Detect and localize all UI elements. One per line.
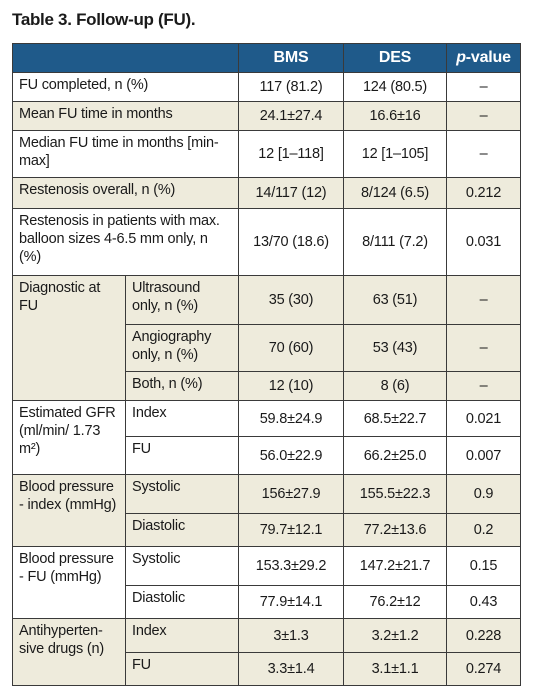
header-cell: p-value	[446, 43, 521, 73]
cell-p: –	[446, 101, 521, 131]
cell-bms: 12 [1–118]	[238, 130, 344, 178]
header-text: p-value	[456, 49, 511, 66]
table-row: Diagnostic at FU Ultrasound only, n (%) 35…	[12, 275, 521, 401]
cell-des: 8 (6)	[343, 371, 447, 401]
table-row: Both, n (%) 12 (10) 8 (6) –	[13, 371, 521, 401]
cell-bms: 35 (30)	[238, 275, 344, 325]
cell-p: –	[446, 130, 521, 178]
header-row: BMS DES p-value	[12, 43, 521, 73]
table-row: Angiography only, n (%) 70 (60) 53 (43) –	[13, 324, 521, 372]
row-sublabel: Systolic	[125, 474, 239, 514]
cell-des: 66.2±25.0	[343, 436, 447, 475]
cell-bms: 117 (81.2)	[238, 72, 344, 102]
table-body: FU completed, n (%) 117 (81.2) 124 (80.5) –…	[12, 72, 521, 686]
row-label: Restenosis in patients with max. balloon…	[12, 208, 239, 276]
cell-p: –	[446, 72, 521, 102]
table-row: Estimated GFR (ml/min/ 1.73 m²) Index 59.8…	[12, 400, 521, 475]
cell-des: 77.2±13.6	[343, 513, 447, 547]
table-row: Restenosis in patients with max. balloon…	[12, 208, 521, 276]
row-label: Estimated GFR (ml/min/ 1.73 m²)	[12, 400, 126, 475]
row-label: Antihyperten-sive drugs (n)	[12, 618, 126, 686]
table-row: Mean FU time in months 24.1±27.4 16.6±16–	[12, 101, 521, 131]
cell-p: 0.15	[446, 546, 521, 586]
table-row: Blood pressure - FU (mmHg) Systolic 153.3±…	[12, 546, 521, 619]
row-sublabel: Index	[125, 400, 239, 437]
cell-des: 8/111 (7.2)	[343, 208, 447, 276]
cell-bms: 70 (60)	[238, 324, 344, 372]
cell-bms: 153.3±29.2	[238, 546, 344, 586]
cell-bms: 13/70 (18.6)	[238, 208, 344, 276]
table-row: FU completed, n (%) 117 (81.2) 124 (80.5) –	[12, 72, 521, 102]
cell-des: 3.2±1.2	[343, 618, 447, 653]
cell-des: 68.5±22.7	[343, 400, 447, 437]
row-sublabel: Both, n (%)	[125, 371, 239, 401]
cell-p: 0.2	[446, 513, 521, 547]
cell-des: 155.5±22.3	[343, 474, 447, 514]
table-row: Antihyperten-sive drugs (n) Index 3±1.3 3.2…	[12, 618, 521, 686]
table-title: Table 3. Follow-up (FU).	[12, 10, 196, 29]
cell-bms: 3±1.3	[238, 618, 344, 653]
table-row: Blood pressure - index (mmHg) Systolic 156…	[12, 474, 521, 547]
cell-p: 0.007	[446, 436, 521, 475]
header-blank	[12, 43, 239, 73]
cell-des: 3.1±1.1	[343, 652, 447, 686]
row-sublabel: Angiography only, n (%)	[125, 324, 239, 372]
cell-bms: 56.0±22.9	[238, 436, 344, 475]
cell-p: 0.212	[446, 177, 521, 209]
cell-p: –	[446, 324, 521, 372]
cell-p: 0.031	[446, 208, 521, 276]
cell-p: 0.021	[446, 400, 521, 437]
cell-bms: 79.7±12.1	[238, 513, 344, 547]
table: BMS DES p-value FU completed, n (%) 117 (…	[12, 43, 521, 686]
row-label: Median FU time in months [min-max]	[12, 130, 239, 178]
row-label: FU completed, n (%)	[12, 72, 239, 102]
row-sublabel: Diastolic	[125, 585, 239, 619]
table-row: FU 3.3±1.4 3.1±1.1 0.274	[13, 652, 521, 686]
row-sublabel: Diastolic	[125, 513, 239, 547]
row-sublabel: FU	[125, 436, 239, 475]
cell-bms: 59.8±24.9	[238, 400, 344, 437]
cell-des: 12 [1–105]	[343, 130, 447, 178]
cell-p: 0.228	[446, 618, 521, 653]
cell-p: –	[446, 275, 521, 325]
cell-des: 16.6±16	[343, 101, 447, 131]
cell-bms: 156±27.9	[238, 474, 344, 514]
cell-des: 124 (80.5)	[343, 72, 447, 102]
cell-des: 8/124 (6.5)	[343, 177, 447, 209]
row-sublabel: FU	[125, 652, 239, 686]
table-row: FU 56.0±22.9 66.2±25.0 0.007	[13, 436, 521, 475]
cell-p: 0.274	[446, 652, 521, 686]
row-label: Blood pressure - FU (mmHg)	[12, 546, 126, 619]
row-sublabel: Ultrasound only, n (%)	[125, 275, 239, 325]
cell-p: 0.43	[446, 585, 521, 619]
cell-bms: 3.3±1.4	[238, 652, 344, 686]
table-row: Restenosis overall, n (%) 14/117 (12) 8/12…	[12, 177, 521, 209]
cell-bms: 14/117 (12)	[238, 177, 344, 209]
cell-p: 0.9	[446, 474, 521, 514]
row-label: Diagnostic at FU	[12, 275, 126, 401]
cell-des: 63 (51)	[343, 275, 447, 325]
cell-p: –	[446, 371, 521, 401]
cell-des: 147.2±21.7	[343, 546, 447, 586]
table-row: Median FU time in months [min-max] 12 [1–…	[12, 130, 521, 178]
row-sublabel: Systolic	[125, 546, 239, 586]
row-label: Restenosis overall, n (%)	[12, 177, 239, 209]
cell-bms: 24.1±27.4	[238, 101, 344, 131]
cell-bms: 77.9±14.1	[238, 585, 344, 619]
cell-bms: 12 (10)	[238, 371, 344, 401]
table-row: Diastolic 79.7±12.1 77.2±13.6 0.2	[13, 513, 521, 547]
cell-des: 53 (43)	[343, 324, 447, 372]
row-label: Mean FU time in months	[12, 101, 239, 131]
row-label: Blood pressure - index (mmHg)	[12, 474, 126, 547]
row-sublabel: Index	[125, 618, 239, 653]
header-cell: BMS	[238, 43, 344, 73]
header-cell: DES	[343, 43, 447, 73]
cell-des: 76.2±12	[343, 585, 447, 619]
